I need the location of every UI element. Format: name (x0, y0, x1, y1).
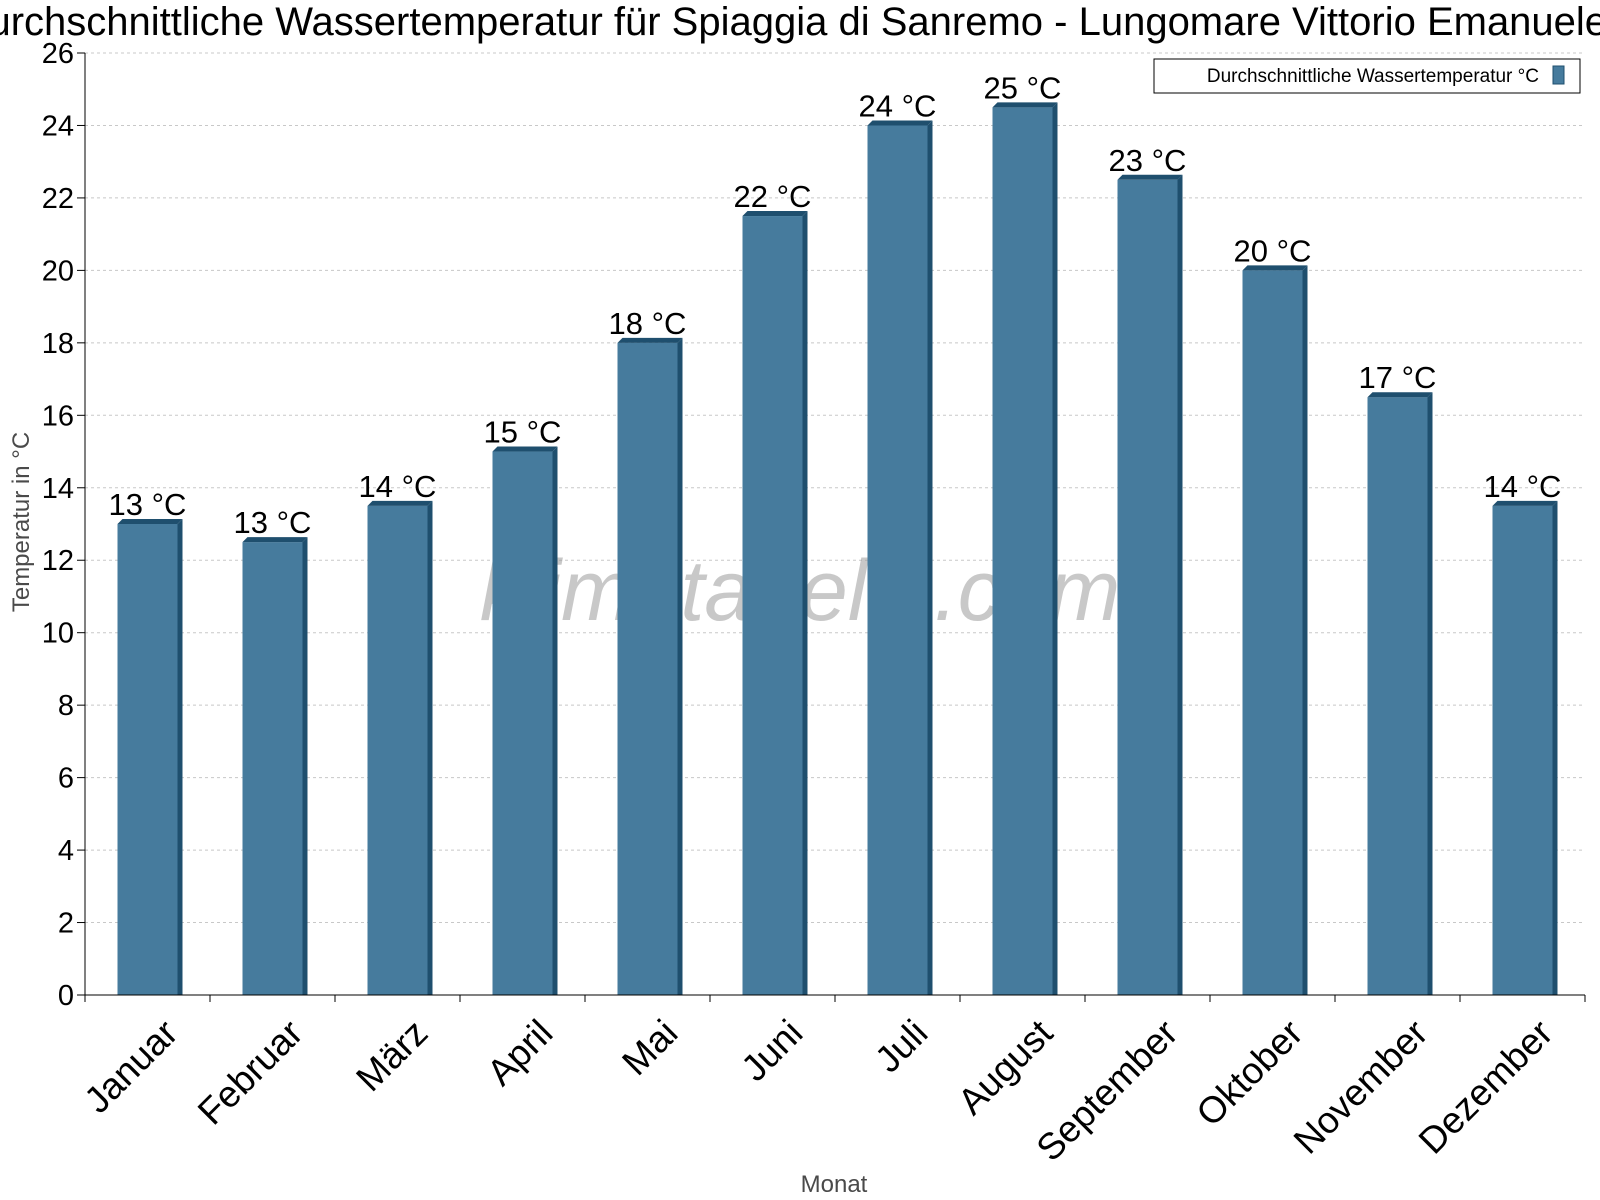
data-label: 25 °C (984, 70, 1062, 105)
y-tick-label: 16 (42, 400, 74, 432)
y-tick-label: 4 (58, 835, 74, 867)
bar-side (1552, 500, 1558, 995)
bar (117, 524, 178, 995)
y-tick-label: 14 (42, 473, 74, 505)
y-tick-label: 12 (42, 545, 74, 577)
data-label: 22 °C (734, 179, 812, 214)
x-tick-label: November (1286, 1012, 1436, 1162)
x-tick-label: März (348, 1012, 435, 1099)
x-tick-label: August (950, 1011, 1061, 1122)
bar-side (1302, 265, 1308, 995)
y-tick-label: 20 (42, 255, 74, 287)
bar-top (117, 519, 183, 524)
data-label: 13 °C (109, 487, 187, 522)
x-axis-title: Monat (801, 1171, 868, 1198)
y-tick-label: 24 (42, 110, 74, 142)
y-tick-label: 10 (42, 618, 74, 650)
data-label: 15 °C (484, 415, 562, 450)
bar-top (1117, 174, 1183, 180)
x-tick-label: Oktober (1188, 1012, 1310, 1134)
x-tick-label: Juli (867, 1012, 935, 1080)
x-tick-label: Dezember (1411, 1012, 1561, 1162)
y-tick-label: 26 (42, 38, 74, 70)
bar-side (1177, 174, 1183, 996)
legend: Durchschnittliche Wassertemperatur °C (1153, 58, 1581, 94)
bar-top (492, 446, 558, 452)
bar-top (1492, 500, 1558, 506)
bar-side (552, 446, 558, 995)
data-label: 14 °C (1484, 469, 1562, 504)
y-tick-label: 6 (58, 763, 74, 795)
bar-side (1427, 392, 1433, 995)
bar (867, 125, 928, 995)
bar (1492, 505, 1553, 995)
x-tick-label: April (479, 1012, 560, 1093)
bar-side (427, 500, 433, 995)
bar-top (367, 500, 433, 506)
y-tick-label: 22 (42, 183, 74, 215)
bar-top (742, 211, 808, 217)
legend-label: Durchschnittliche Wassertemperatur °C (1207, 66, 1539, 87)
legend-box (1153, 58, 1581, 94)
bar (1117, 179, 1178, 996)
data-label: 17 °C (1359, 360, 1437, 395)
bar-top (1242, 265, 1308, 271)
data-label: 13 °C (234, 505, 312, 540)
bar (617, 342, 678, 995)
y-tick-label: 18 (42, 328, 74, 360)
y-tick-label: 2 (58, 908, 74, 940)
bar-side (1052, 102, 1058, 996)
bars (117, 102, 1558, 996)
data-label: 14 °C (359, 469, 437, 504)
bar-side (677, 337, 683, 995)
x-tick-label: Mai (614, 1012, 685, 1083)
y-axis-title: Temperatur in °C (8, 432, 35, 612)
legend-swatch (1552, 65, 1565, 85)
y-tick-label: 0 (58, 980, 74, 1012)
bar-side (302, 537, 308, 995)
bar (367, 505, 428, 995)
bar-top (242, 537, 308, 543)
bar-top (867, 120, 933, 126)
bar-top (1367, 392, 1433, 398)
bar (492, 451, 553, 995)
x-tick-label: Februar (190, 1012, 311, 1133)
bar-side (177, 519, 183, 995)
data-label: 24 °C (859, 88, 937, 123)
x-tick-label: Januar (76, 1012, 185, 1121)
y-tick-label: 8 (58, 690, 74, 722)
data-label: 20 °C (1234, 233, 1312, 268)
bar (1242, 270, 1303, 995)
data-label: 18 °C (609, 306, 687, 341)
data-label: 23 °C (1109, 143, 1187, 178)
grid-lines (85, 52, 1585, 924)
bar-side (927, 120, 933, 995)
x-tick-label: Juni (733, 1012, 810, 1089)
bar-top (617, 337, 683, 343)
bar-side (802, 211, 808, 996)
bar-top (992, 102, 1058, 108)
bar (992, 107, 1053, 996)
bar (1367, 397, 1428, 995)
chart-title: Durchschnittliche Wassertemperatur für S… (0, 0, 1600, 44)
bar (242, 542, 303, 995)
bar (742, 216, 803, 996)
